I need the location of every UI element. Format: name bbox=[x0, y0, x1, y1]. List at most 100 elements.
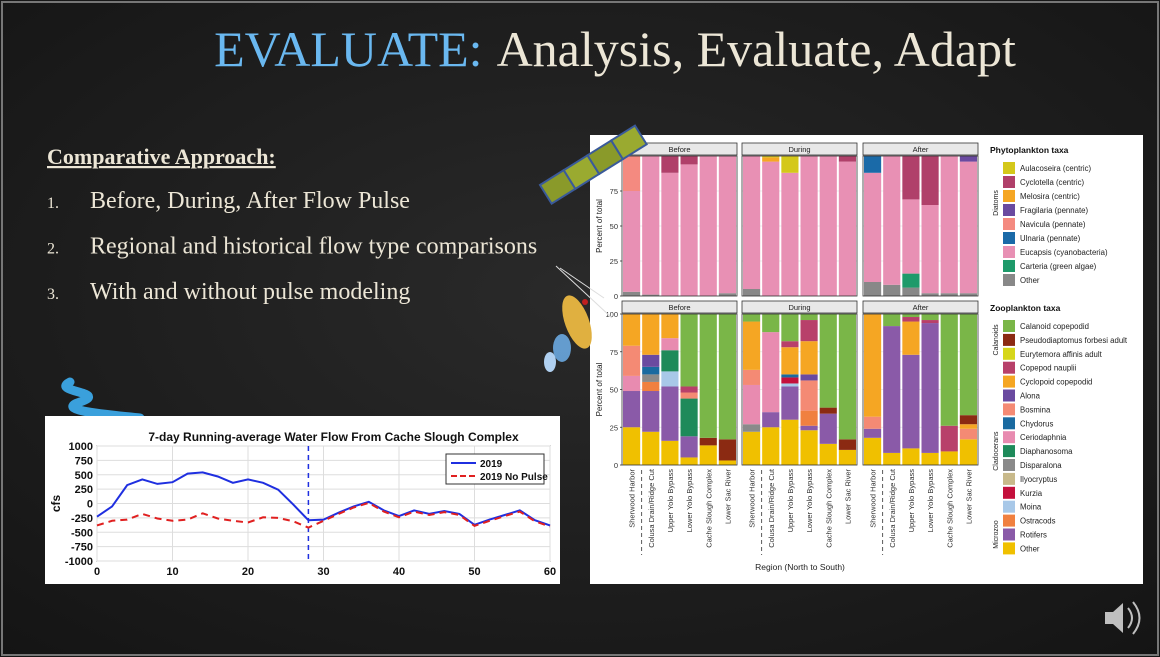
bar-segment bbox=[623, 375, 641, 392]
charts: 7-day Running-average Water Flow From Ca… bbox=[49, 142, 1128, 578]
x-tick-label: Upper Yolo Bypass bbox=[786, 469, 795, 533]
title-rest: Analysis, Evaluate, Adapt bbox=[497, 21, 1016, 77]
bar-segment bbox=[883, 156, 901, 285]
x-tick-label: Upper Yolo Bypass bbox=[666, 469, 675, 533]
bar-segment bbox=[781, 377, 799, 384]
bar-segment bbox=[680, 156, 698, 165]
bar-segment bbox=[680, 457, 698, 465]
legend-label: Navicula (pennate) bbox=[1020, 220, 1086, 229]
y-tick-label: 0 bbox=[614, 461, 618, 470]
legend-swatch bbox=[1003, 403, 1015, 416]
bar-segment bbox=[864, 282, 882, 296]
bar-segment bbox=[642, 381, 660, 392]
bar-segment bbox=[921, 205, 939, 294]
slide-title: EVALUATE: Analysis, Evaluate, Adapt bbox=[214, 21, 1016, 77]
legend-swatch bbox=[1003, 190, 1015, 202]
legend-label: Ilyocryptus bbox=[1020, 475, 1057, 484]
y-axis-label: cfs bbox=[49, 495, 63, 513]
bar-segment bbox=[762, 157, 780, 162]
y-axis-label: Percent of total bbox=[595, 362, 604, 416]
list-number: 2. bbox=[47, 241, 59, 258]
facet-label: Before bbox=[668, 303, 690, 312]
legend-swatch bbox=[1003, 274, 1015, 286]
bar-segment bbox=[883, 326, 901, 453]
bar-segment bbox=[800, 314, 818, 321]
y-tick-label: 25 bbox=[610, 257, 618, 266]
x-tick-label: Lower Yolo Bypass bbox=[926, 469, 935, 533]
bar-segment bbox=[902, 354, 920, 449]
legend-label: Other bbox=[1020, 544, 1040, 553]
bar-segment bbox=[959, 439, 977, 465]
x-tick-label: Colusa Drain/Ridge Cut bbox=[888, 468, 897, 548]
bar-segment bbox=[838, 449, 856, 465]
bar-segment bbox=[883, 314, 901, 327]
bar-segment bbox=[921, 323, 939, 453]
legend-swatch bbox=[1003, 333, 1015, 346]
bar-segment bbox=[921, 156, 939, 205]
bar-segment bbox=[661, 386, 679, 441]
bar-segment bbox=[921, 320, 939, 324]
bar-segment bbox=[921, 314, 939, 321]
legend-swatch bbox=[1003, 260, 1015, 272]
legend-swatch bbox=[1003, 162, 1015, 174]
bar-segment bbox=[781, 341, 799, 348]
y-tick-label: 250 bbox=[75, 484, 93, 496]
list-text: With and without pulse modeling bbox=[90, 279, 410, 305]
line-chart-title: 7-day Running-average Water Flow From Ca… bbox=[148, 430, 519, 444]
bar-segment bbox=[642, 294, 660, 296]
bar-segment bbox=[902, 317, 920, 322]
legend-group: Cladocerans bbox=[993, 431, 1000, 471]
legend-label: Melosira (centric) bbox=[1020, 192, 1080, 201]
legend-swatch bbox=[1003, 459, 1015, 471]
facet-label: During bbox=[788, 145, 810, 154]
bar-segment bbox=[781, 172, 799, 296]
y-tick-label: 0 bbox=[614, 292, 618, 301]
legend-swatch bbox=[1003, 347, 1015, 360]
x-tick-label: 20 bbox=[242, 566, 254, 578]
legend-label: Pseudodiaptomus forbesi adult bbox=[1020, 336, 1128, 345]
bar-segment bbox=[959, 428, 977, 440]
bar-segment bbox=[902, 273, 920, 288]
bar-segment bbox=[959, 415, 977, 425]
bar-segment bbox=[642, 391, 660, 432]
audio-icon[interactable] bbox=[1105, 601, 1141, 635]
bar-segment bbox=[680, 436, 698, 458]
legend-title: Phytoplankton taxa bbox=[990, 145, 1069, 155]
legend-label: Eucapsis (cyanobacteria) bbox=[1020, 248, 1108, 257]
bar-segment bbox=[642, 374, 660, 382]
legend-label: Ostracods bbox=[1020, 517, 1056, 526]
legend-label: Alona bbox=[1020, 392, 1041, 401]
bar-segment bbox=[680, 164, 698, 296]
x-tick-label: 60 bbox=[544, 566, 556, 578]
panel-border bbox=[741, 155, 858, 297]
facet-strip bbox=[741, 300, 858, 314]
bar-segment bbox=[800, 425, 818, 431]
y-tick-label: 50 bbox=[610, 222, 618, 231]
bar-segment bbox=[800, 374, 818, 381]
bar-segment bbox=[819, 407, 837, 414]
legend-label: Bosmina bbox=[1020, 405, 1051, 414]
legend-label: Ulnaria (pennate) bbox=[1020, 234, 1081, 243]
bar-segment bbox=[718, 460, 736, 465]
line-series bbox=[96, 501, 551, 529]
bar-segment bbox=[661, 440, 679, 465]
section-heading: Comparative Approach: bbox=[47, 144, 276, 169]
bar-segment bbox=[902, 321, 920, 355]
bar-segment bbox=[883, 284, 901, 296]
legend-label: Carteria (green algae) bbox=[1020, 262, 1097, 271]
legend-swatch bbox=[1003, 445, 1015, 458]
list-text: Regional and historical flow type compar… bbox=[90, 234, 537, 260]
legend-swatch bbox=[1003, 246, 1015, 258]
bar-segment bbox=[959, 161, 977, 294]
legend-group: Calanoids bbox=[993, 324, 1000, 356]
bar-segment bbox=[902, 314, 920, 318]
bar-segment bbox=[864, 428, 882, 438]
bar-segment bbox=[838, 439, 856, 450]
bar-segment bbox=[959, 424, 977, 429]
panel-border bbox=[621, 313, 738, 466]
bar-segment bbox=[838, 161, 856, 296]
legend-swatch bbox=[1003, 500, 1015, 513]
bar-segment bbox=[623, 345, 641, 376]
bar-segment bbox=[902, 156, 920, 200]
x-tick-label: 50 bbox=[468, 566, 480, 578]
